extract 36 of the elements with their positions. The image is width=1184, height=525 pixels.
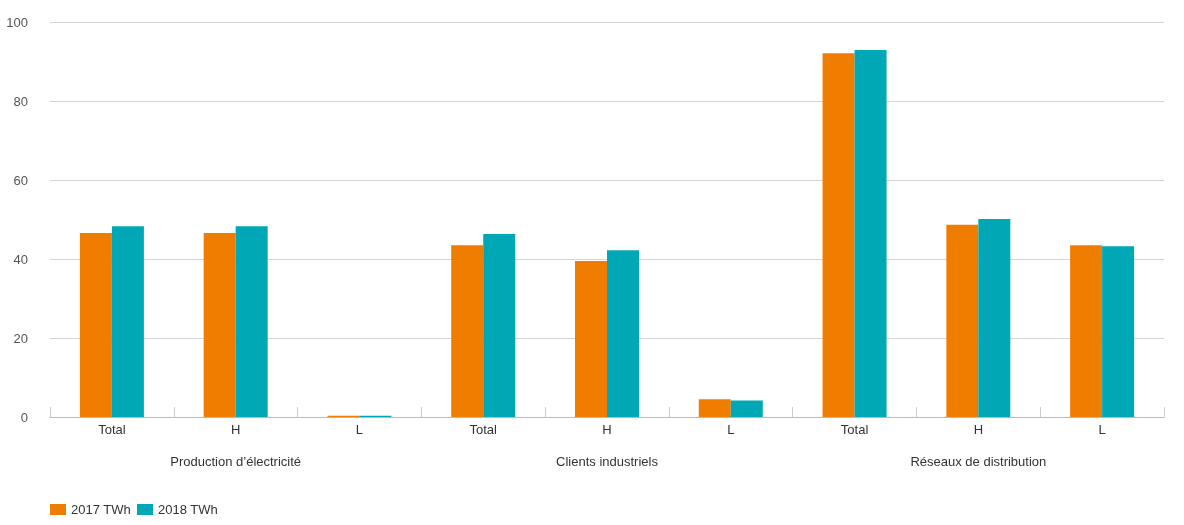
legend-label: 2018 TWh bbox=[157, 502, 218, 517]
bar bbox=[575, 260, 607, 417]
x-tick-label: H bbox=[230, 422, 241, 437]
bar bbox=[854, 50, 887, 417]
bar bbox=[698, 399, 731, 417]
y-tick-label: 100 bbox=[6, 14, 28, 30]
x-tick-label: Total bbox=[840, 422, 869, 437]
bar bbox=[483, 234, 516, 417]
legend-label: 2017 TWh bbox=[71, 502, 131, 517]
y-tick-label: 20 bbox=[13, 330, 28, 346]
bar bbox=[607, 250, 639, 417]
bar bbox=[822, 53, 855, 417]
x-tick-label: L bbox=[355, 422, 364, 437]
bar bbox=[946, 224, 979, 417]
x-tick-label: Total bbox=[98, 422, 126, 437]
x-tick-label: L bbox=[1098, 422, 1106, 437]
bar bbox=[1102, 246, 1135, 417]
text: Réseaux de distribution bbox=[910, 454, 1047, 469]
x-tick-label: H bbox=[602, 422, 612, 437]
bar bbox=[203, 232, 236, 417]
bar bbox=[79, 232, 112, 417]
text: Clients industriels bbox=[556, 454, 659, 469]
text: Production d’électricité bbox=[170, 454, 302, 469]
x-tick-label: H bbox=[973, 422, 984, 437]
bar bbox=[978, 219, 1011, 417]
bar bbox=[235, 226, 268, 417]
x-tick-label: L bbox=[727, 422, 735, 437]
x-tick-label: Total bbox=[469, 422, 498, 437]
y-tick-label: 80 bbox=[13, 93, 28, 109]
bar bbox=[111, 226, 144, 417]
bar bbox=[1070, 245, 1103, 417]
y-tick-label: 60 bbox=[13, 172, 28, 188]
y-tick-label: 40 bbox=[13, 251, 28, 267]
bar bbox=[730, 400, 763, 417]
bar bbox=[451, 245, 484, 417]
y-tick-label: 0 bbox=[20, 409, 28, 425]
